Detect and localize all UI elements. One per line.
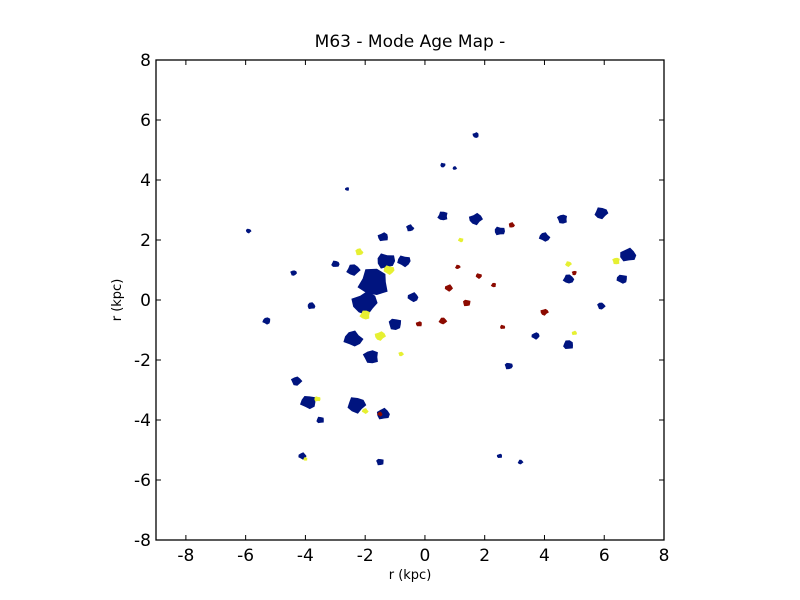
axis-ticks: -8 -6 -4 -2 0 2 4 6 8 -8 -6 -4 -2 0 2 4 6 8 [134,51,669,566]
clump-young [452,166,458,170]
clump-young [517,459,524,465]
clump-young [620,247,637,262]
clump-young [504,362,513,370]
clump-young [362,350,378,364]
x-tick-label: -6 [237,546,254,566]
y-tick-label: 2 [140,231,151,251]
clump-young [331,260,340,267]
clump-old [571,270,577,276]
y-tick-label: -2 [134,351,151,371]
y-tick-label: -8 [134,531,151,551]
clump-young [343,330,364,347]
clump-young [388,318,402,330]
clump-young [300,396,316,410]
clump-old [415,321,422,327]
clump-young [563,340,573,349]
x-tick-label: 8 [659,546,670,566]
clump-intermediate [374,331,386,341]
clump-old [438,317,448,325]
clump-intermediate [314,396,321,402]
clump-intermediate [359,310,370,320]
clump-young [538,232,551,242]
y-tick-label: -6 [134,471,151,491]
clump-intermediate [612,257,620,265]
x-tick-label: -4 [297,546,314,566]
clump-young [345,187,350,191]
clump-intermediate [565,261,572,267]
x-tick-label: -8 [177,546,194,566]
y-tick-label: 4 [140,171,151,191]
clump-young [376,458,384,466]
clump-intermediate [457,237,464,243]
y-tick-label: 8 [140,51,151,71]
clump-young [357,268,388,295]
x-tick-label: 4 [539,546,550,566]
y-tick-label: 6 [140,111,151,131]
x-tick-label: 2 [479,546,490,566]
clump-intermediate [383,265,395,275]
x-tick-label: 6 [599,546,610,566]
clump-old [455,264,461,269]
x-tick-label: 0 [420,546,431,566]
clump-young [290,376,303,386]
clump-young [262,317,271,325]
clump-young [597,302,606,310]
clump-young [347,397,367,414]
clump-young [437,211,448,221]
clump-young [496,453,502,458]
y-tick-label: 0 [140,291,151,311]
clump-young [397,255,411,268]
clump-young [307,302,316,310]
clump-young [556,214,567,224]
clump-old [444,284,453,292]
clump-young [407,292,419,303]
x-tick-label: -2 [357,546,374,566]
clump-young [376,407,390,420]
clump-young [472,132,479,138]
age-clumps [245,132,637,466]
clump-old [500,324,506,329]
clump-young [531,332,540,340]
clump-old [463,299,471,307]
clump-old [540,308,549,316]
clump-young [377,232,388,242]
clump-young [245,228,252,234]
clump-old [377,411,383,417]
clump-old [508,222,515,228]
clump-young [406,224,415,232]
clump-intermediate [355,248,364,256]
clump-intermediate [361,408,369,414]
x-axis-label: r (kpc) [389,568,432,583]
clump-young [468,212,483,226]
chart-title: M63 - Mode Age Map - [315,32,506,52]
plot-frame [155,59,665,541]
clump-intermediate [571,330,577,336]
clump-young [594,207,609,220]
clump-young [440,162,446,168]
y-tick-label: -4 [134,411,151,431]
clump-intermediate [398,351,404,357]
clump-young [351,290,378,316]
clump-young [377,253,396,269]
clump-old [475,273,482,279]
clump-young [494,226,505,236]
clump-young [290,270,297,276]
clump-young [316,416,324,424]
clump-young [346,264,361,276]
clump-young [616,274,627,284]
y-axis-label: r (kpc) [110,279,125,322]
clump-old [490,282,497,288]
clump-young [562,274,575,284]
clump-intermediate [303,457,308,461]
